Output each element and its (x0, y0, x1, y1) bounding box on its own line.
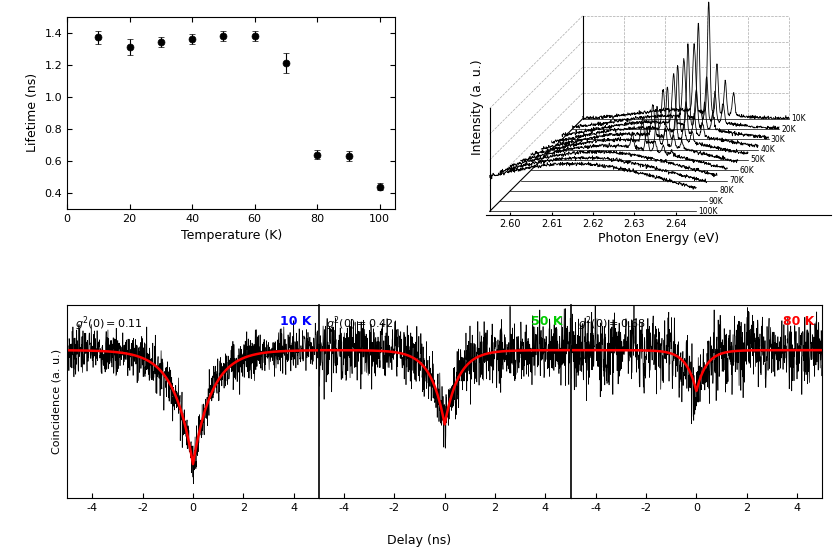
Text: $g^2(0) = 0.42$: $g^2(0) = 0.42$ (326, 315, 394, 333)
Text: 10 K: 10 K (279, 315, 311, 328)
Text: 30K: 30K (771, 135, 785, 144)
Text: $g^2(0) = 0.11$: $g^2(0) = 0.11$ (75, 315, 143, 333)
Text: 70K: 70K (729, 176, 744, 185)
Y-axis label: Lifetime (ns): Lifetime (ns) (26, 73, 39, 153)
Text: 50 K: 50 K (531, 315, 563, 328)
Text: 90K: 90K (709, 197, 723, 206)
Y-axis label: Intensity (a. u.): Intensity (a. u.) (472, 60, 484, 155)
Text: 60K: 60K (740, 166, 754, 175)
Text: 50K: 50K (750, 155, 765, 164)
Text: 80K: 80K (719, 186, 733, 195)
Text: 40K: 40K (760, 145, 775, 154)
X-axis label: Temperature (K): Temperature (K) (180, 229, 282, 242)
Text: 10K: 10K (791, 114, 806, 123)
X-axis label: Photon Energy (eV): Photon Energy (eV) (597, 232, 719, 245)
Text: 20K: 20K (781, 124, 795, 134)
Y-axis label: Coincidence (a. u.): Coincidence (a. u.) (51, 349, 61, 454)
Text: 100K: 100K (698, 207, 718, 216)
Text: Delay (ns): Delay (ns) (388, 534, 451, 547)
Text: $g^2(0) = 0.68$: $g^2(0) = 0.68$ (578, 315, 646, 333)
Text: 80 K: 80 K (784, 315, 815, 328)
